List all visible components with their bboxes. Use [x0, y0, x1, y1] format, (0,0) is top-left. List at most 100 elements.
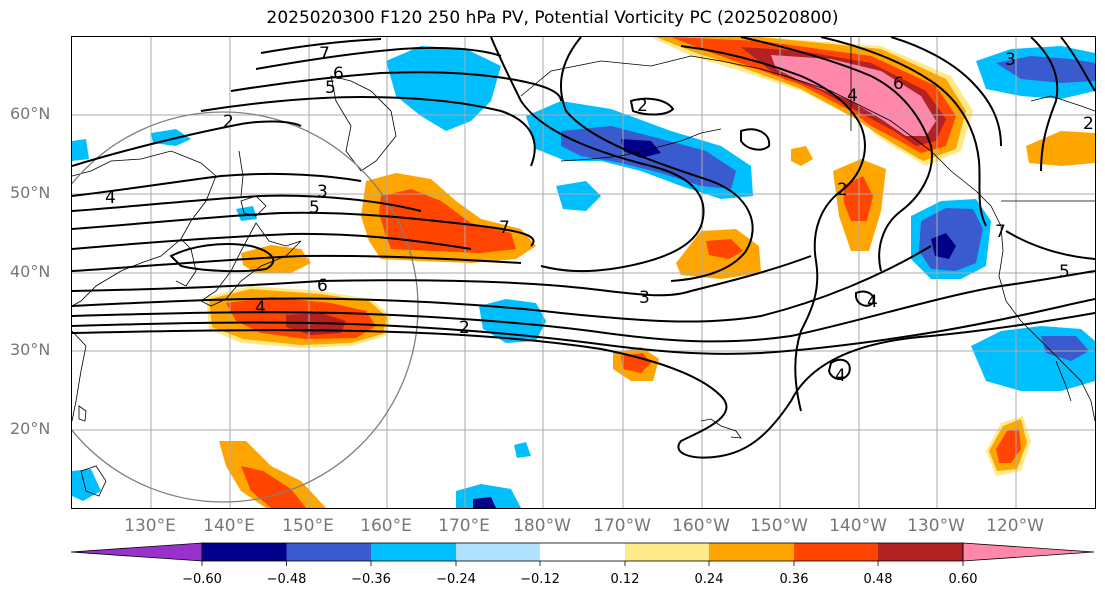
pv-positive-region	[241, 245, 311, 273]
colorbar-extend-high	[962, 542, 1095, 562]
colorbar-tick-label: −0.24	[436, 572, 476, 587]
colorbar-tick-label: 0.24	[694, 572, 724, 587]
colorbar-outline	[201, 542, 964, 562]
contour-label: 2	[637, 96, 648, 116]
coastline-korea	[175, 238, 197, 287]
colorbar-segment	[794, 543, 878, 561]
colorbar-segment	[709, 543, 794, 561]
contour-line	[255, 46, 502, 70]
contour-line	[72, 270, 1095, 343]
lat-label-60n: 60°N	[10, 104, 51, 123]
coastline-japan	[200, 222, 302, 307]
colorbar-segment	[371, 543, 456, 561]
lon-label-150e: 150°E	[282, 516, 334, 536]
contour-line	[855, 290, 875, 307]
pv-positive-region	[771, 55, 936, 136]
pv-negative-region	[72, 139, 89, 161]
colorbar-segment	[202, 543, 287, 561]
lon-label-180w: 180°W	[513, 516, 571, 536]
pv-negative-region	[1041, 336, 1089, 361]
colorbar	[70, 542, 1095, 566]
lat-label-30n: 30°N	[10, 340, 51, 359]
contour-line	[680, 45, 866, 412]
pv-positive-region	[706, 239, 743, 259]
grid-lines	[72, 37, 1095, 508]
contour-label: 3	[1005, 50, 1016, 70]
contour-label: 5	[309, 198, 320, 218]
pv-negative-region	[971, 326, 1095, 391]
lon-label-170e: 170°E	[438, 516, 490, 536]
contour-line	[1005, 230, 1095, 260]
coastline-aleutians	[560, 128, 722, 162]
contour-line	[560, 37, 754, 282]
lat-label-20n: 20°N	[10, 419, 51, 438]
contour-line	[200, 95, 536, 167]
pv-positive-region	[241, 466, 306, 508]
colorbar-tick-label: 0.12	[610, 572, 640, 587]
coastline-asia	[72, 150, 217, 307]
pv-negative-region	[386, 46, 501, 131]
lon-label-170w: 170°W	[593, 516, 651, 536]
contour-label: 6	[893, 74, 904, 94]
pv-negative-region	[556, 181, 601, 211]
colorbar-segment	[540, 543, 625, 561]
coastline-china	[72, 330, 87, 422]
contour-label: 7	[499, 218, 510, 238]
contour-label: 4	[105, 188, 116, 208]
pv-negative-region	[621, 139, 661, 158]
contour-label: 5	[1059, 262, 1070, 282]
contour-line	[72, 172, 362, 197]
colorbar-segment	[456, 543, 540, 561]
contour-label: 2	[223, 112, 234, 132]
contour-line	[629, 97, 675, 116]
contour-label: 2	[837, 180, 848, 200]
lon-label-150w: 150°W	[750, 516, 808, 536]
contour-labels: 7 6 5 2 4 3 5 7 6 4 3 2 2 6 4 5 7 4 2 3 …	[105, 44, 1094, 386]
coastline-hudson	[1030, 95, 1095, 112]
pv-contours	[72, 37, 1095, 459]
contour-line	[169, 243, 275, 273]
colorbar-segment	[286, 543, 371, 561]
contour-label: 4	[847, 86, 858, 106]
contour-line	[490, 37, 705, 273]
contour-label: 4	[255, 298, 266, 318]
contour-line	[72, 245, 932, 323]
colorbar-tick-label: 0.60	[948, 572, 978, 587]
contour-line	[72, 194, 422, 212]
lon-label-140e: 140°E	[203, 516, 255, 536]
pv-shading	[72, 37, 1095, 508]
colorbar-tick-label: −0.12	[520, 572, 560, 587]
contour-label: 3	[639, 288, 650, 308]
contour-line	[72, 232, 472, 250]
contour-line	[72, 211, 535, 247]
pv-negative-region	[514, 442, 531, 458]
contour-line	[890, 37, 1002, 147]
coastline-alaska	[520, 55, 992, 207]
contour-label: 3	[317, 182, 328, 202]
contour-label: 6	[317, 276, 328, 296]
colorbar-tick-label: −0.48	[266, 572, 307, 587]
contour-line	[72, 298, 1095, 355]
lon-label-160e: 160°E	[360, 516, 412, 536]
pv-negative-region	[72, 469, 101, 501]
contour-line	[740, 128, 771, 151]
colorbar-tick-label: −0.60	[182, 572, 222, 587]
lon-label-160w: 160°W	[672, 516, 730, 536]
pv-positive-region	[379, 189, 516, 253]
map-svg: 7 6 5 2 4 3 5 7 6 4 3 2 2 6 4 5 7 4 2 3 …	[72, 37, 1095, 508]
contour-line	[72, 254, 522, 272]
contour-label: 2	[1083, 114, 1094, 134]
contour-label: 4	[835, 366, 846, 386]
contour-label: 7	[995, 222, 1006, 242]
contour-line	[72, 255, 812, 297]
pv-negative-region	[996, 56, 1095, 83]
lon-label-130w: 130°W	[907, 516, 965, 536]
colorbar-extend-low	[70, 542, 203, 562]
map-panel: 7 6 5 2 4 3 5 7 6 4 3 2 2 6 4 5 7 4 2 3 …	[71, 36, 1096, 509]
lon-label-120w: 120°W	[986, 516, 1044, 536]
lat-label-50n: 50°N	[10, 183, 51, 202]
pv-positive-region	[843, 176, 873, 221]
coastline-philippines	[80, 465, 107, 497]
coastline-hawaii	[700, 418, 742, 439]
pv-positive-region	[1026, 131, 1095, 166]
